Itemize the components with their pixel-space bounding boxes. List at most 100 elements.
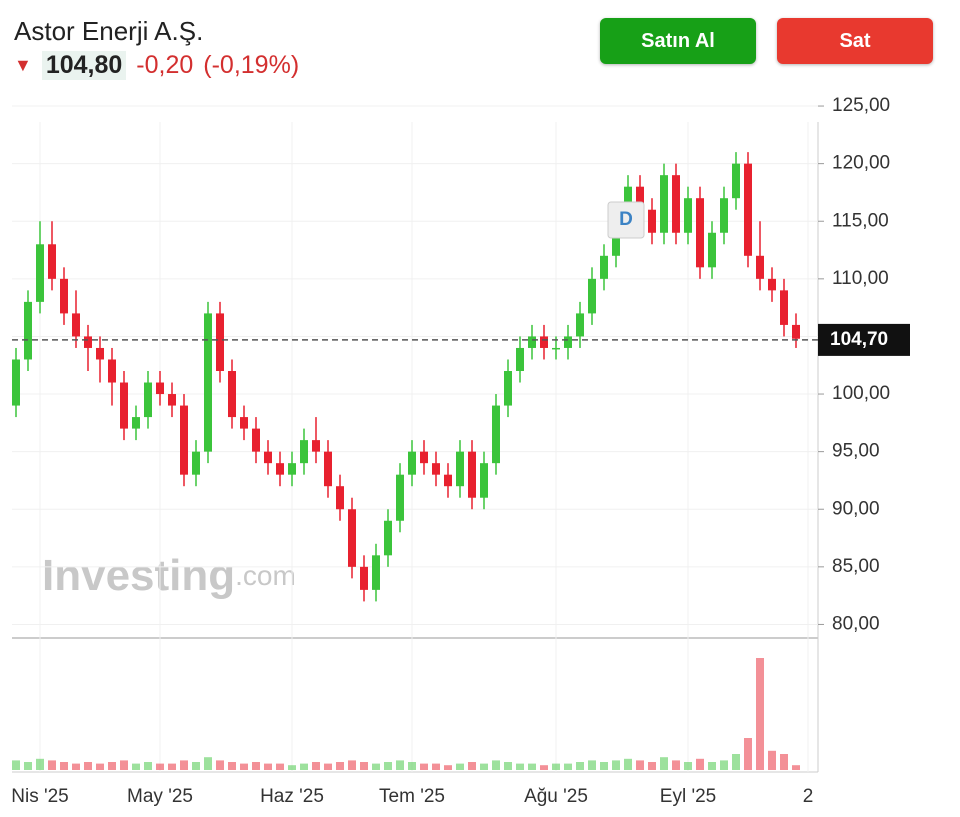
candle: [360, 555, 368, 602]
candle-body: [648, 209, 656, 233]
volume-bar: [768, 750, 776, 770]
candle: [720, 186, 728, 245]
x-tick-label: Ağu '25: [524, 786, 588, 807]
candle: [756, 221, 764, 291]
candle-body: [792, 324, 800, 339]
volume-bar: [396, 760, 404, 770]
candle-body: [324, 451, 332, 487]
candle-body: [192, 451, 200, 475]
volume-bar: [792, 765, 800, 770]
volume-bar: [684, 762, 692, 770]
candle-body: [732, 163, 740, 199]
candle-body: [228, 371, 236, 418]
volume-bar: [732, 754, 740, 770]
candle-body: [48, 244, 56, 279]
volume-bar: [12, 760, 20, 770]
volume-bar: [192, 762, 200, 770]
candle-body: [180, 405, 188, 475]
candle-body: [300, 440, 308, 464]
candle-body: [636, 186, 644, 210]
quote: ▼ 104,80 -0,20 (-0,19%): [14, 51, 299, 80]
candle-body: [132, 417, 140, 429]
candle: [600, 244, 608, 291]
candle: [72, 290, 80, 348]
watermark: Investing.com: [42, 551, 296, 600]
event-marker: D: [607, 201, 645, 239]
volume-bar: [300, 763, 308, 770]
x-tick-label: Tem '25: [379, 786, 445, 807]
candle-body: [240, 417, 248, 429]
volume-bar: [60, 762, 68, 770]
buy-button[interactable]: Satın Al: [600, 18, 756, 64]
candle: [12, 347, 20, 418]
candle: [276, 451, 284, 487]
title: Astor Enerji A.Ş.: [14, 16, 204, 46]
watermark-suffix: .com: [235, 560, 296, 591]
volume-bar: [72, 763, 80, 770]
volume-bar: [408, 762, 416, 770]
volume-bar: [36, 758, 44, 770]
volume-bar: [372, 763, 380, 770]
candle: [744, 152, 752, 268]
candle-body: [588, 278, 596, 314]
volume-bar: [216, 760, 224, 770]
candle: [492, 394, 500, 475]
candle-body: [696, 198, 704, 268]
candle-body: [72, 313, 80, 337]
candle: [672, 163, 680, 245]
candle: [480, 451, 488, 510]
candle-body: [504, 371, 512, 406]
candle: [120, 371, 128, 441]
volume-bar: [588, 760, 596, 770]
candle-body: [564, 336, 572, 348]
candle: [456, 440, 464, 498]
candle-body: [60, 278, 68, 314]
candle-body: [12, 359, 20, 406]
candle: [540, 324, 548, 360]
candle-body: [468, 451, 476, 498]
candle-body: [456, 451, 464, 487]
candle: [372, 543, 380, 602]
candle: [516, 336, 524, 383]
volume-bar: [624, 758, 632, 770]
y-tick-label: 115,00: [832, 210, 889, 231]
candle: [648, 198, 656, 245]
candle: [444, 463, 452, 498]
candle-body: [156, 382, 164, 395]
candle: [36, 221, 44, 314]
candle-body: [768, 278, 776, 291]
candle: [336, 474, 344, 521]
candle-body: [408, 451, 416, 475]
watermark-brand: Investing: [42, 551, 235, 600]
candle-body: [672, 175, 680, 233]
volume-bar: [708, 762, 716, 770]
candle: [468, 440, 476, 510]
candle-body: [444, 474, 452, 487]
x-tick-label: Nis '25: [11, 786, 68, 807]
candle-body: [360, 566, 368, 590]
candle: [168, 382, 176, 418]
volume-bar: [168, 763, 176, 770]
candle: [588, 267, 596, 325]
candle: [420, 440, 428, 475]
candle-body: [288, 463, 296, 475]
volume-bar: [348, 760, 356, 770]
candle-body: [144, 382, 152, 418]
change-pct: (-0,19%): [203, 51, 300, 79]
volume-bar: [600, 762, 608, 770]
y-tick-label: 80,00: [832, 613, 880, 634]
volume-bar: [552, 763, 560, 770]
candle: [252, 417, 260, 464]
volume-bar: [696, 758, 704, 770]
candle-body: [264, 451, 272, 464]
candle: [48, 221, 56, 291]
volume-bar: [264, 763, 272, 770]
candle: [732, 152, 740, 210]
down-arrow: ▼: [14, 55, 32, 75]
candle: [132, 405, 140, 441]
candle-body: [780, 290, 788, 325]
sell-button[interactable]: Sat: [777, 18, 933, 64]
candle-body: [108, 359, 116, 383]
